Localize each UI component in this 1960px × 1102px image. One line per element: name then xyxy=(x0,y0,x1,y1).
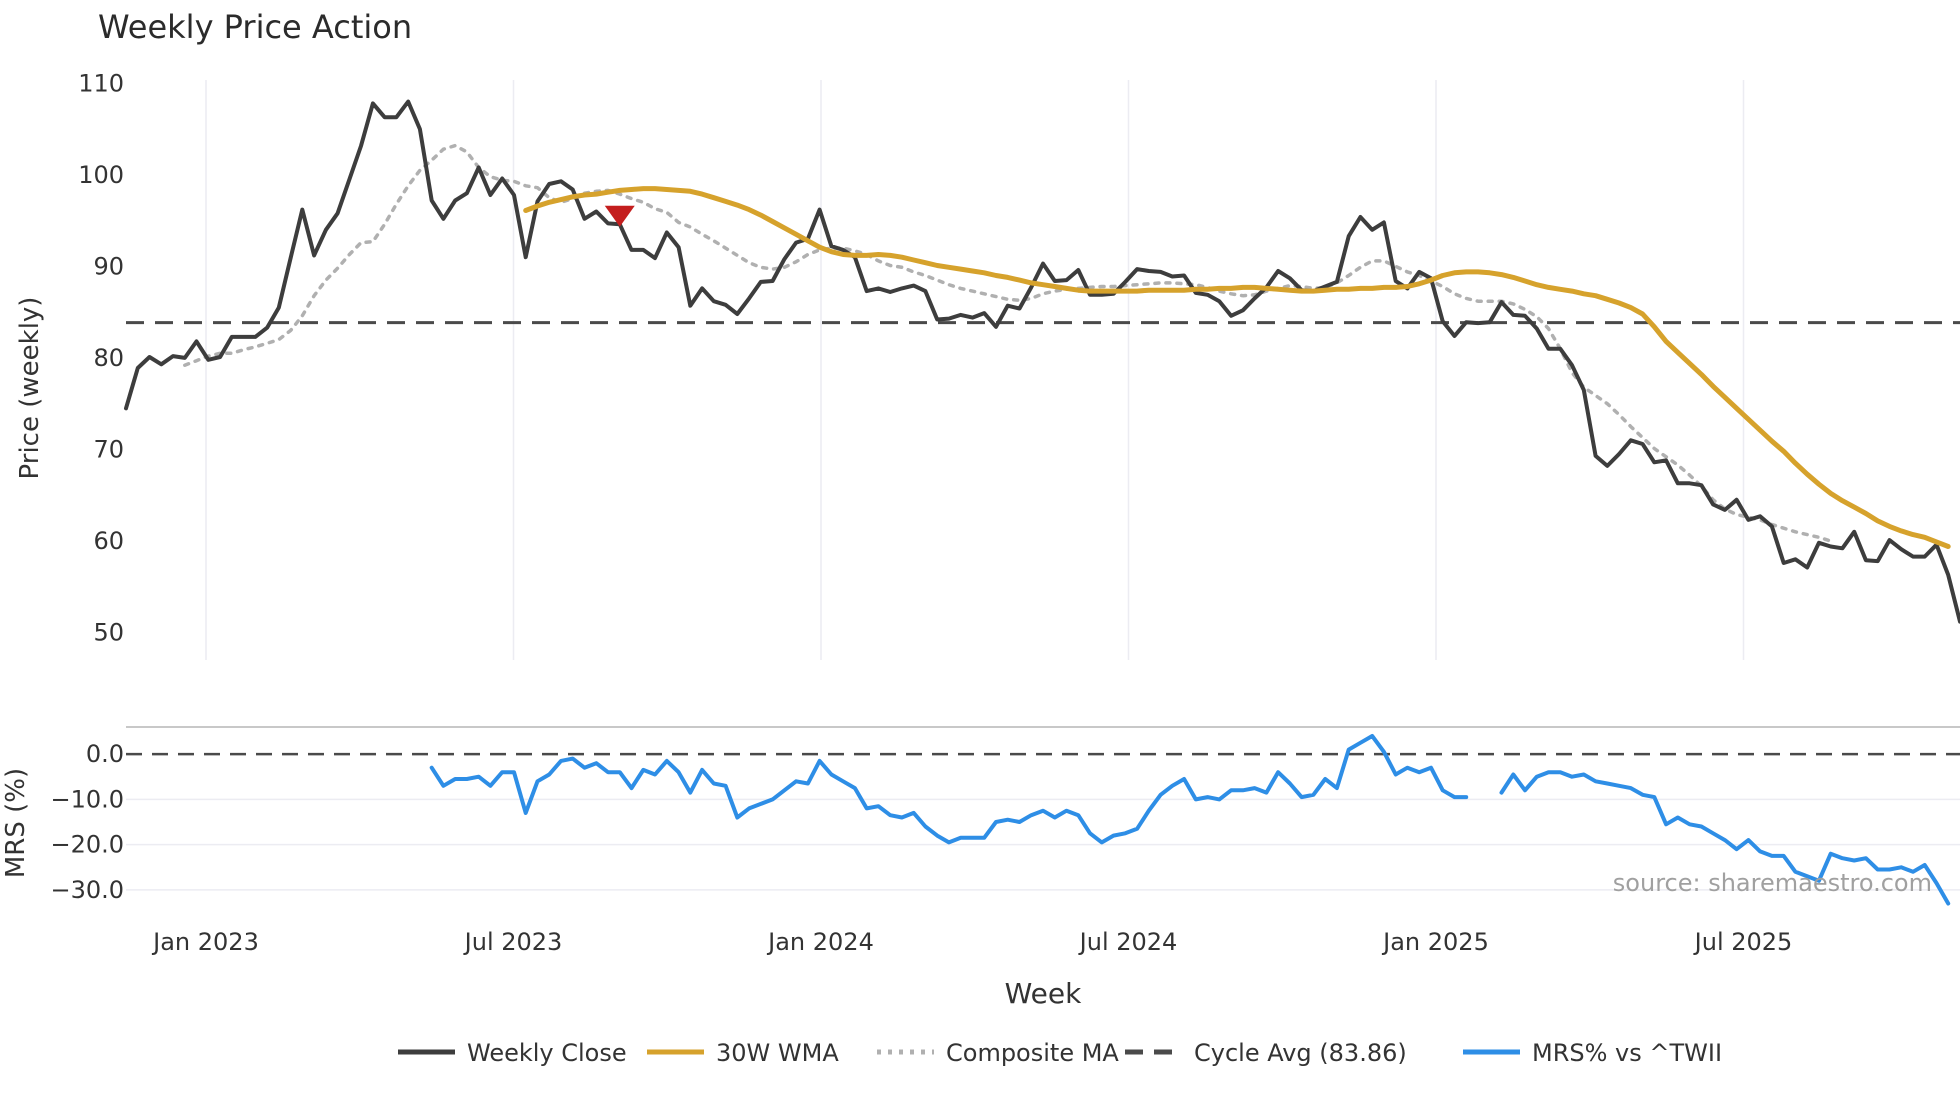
mrs-series-group xyxy=(126,734,1960,906)
x-axis-label: Week xyxy=(1005,977,1082,1010)
series-composite-ma xyxy=(183,143,1833,543)
x-axis-ticks: Jan 2023 Jul 2023 Jan 2024 Jul 2024 Jan 2025… xyxy=(151,928,1792,956)
y-tick-label: 50 xyxy=(93,619,124,647)
legend: Weekly Close 30W WMA Composite MA Cycle Avg… xyxy=(398,1039,1722,1067)
mrs-y-axis-label: MRS (%) xyxy=(1,768,31,878)
x-tick-label: Jan 2024 xyxy=(766,928,874,956)
legend-item[interactable]: Cycle Avg (83.86) xyxy=(1125,1039,1407,1067)
y-tick-label: −10.0 xyxy=(50,785,124,813)
y-tick-label: −30.0 xyxy=(50,876,124,904)
y-tick-label: 80 xyxy=(93,344,124,372)
legend-label: Weekly Close xyxy=(467,1039,627,1067)
series-weekly-close xyxy=(124,99,1960,624)
series-30w-wma xyxy=(523,186,1951,549)
y-tick-label: 70 xyxy=(93,435,124,463)
y-tick-label: 90 xyxy=(93,252,124,280)
legend-label: 30W WMA xyxy=(716,1039,839,1067)
chart-title: Weekly Price Action xyxy=(98,8,412,46)
series-mrs-vs-twii xyxy=(429,734,1951,906)
price-series-group xyxy=(124,99,1960,624)
legend-item[interactable]: Weekly Close xyxy=(398,1039,627,1067)
x-tick-label: Jan 2025 xyxy=(1381,928,1489,956)
legend-label: Cycle Avg (83.86) xyxy=(1194,1039,1407,1067)
x-tick-label: Jul 2025 xyxy=(1693,928,1793,956)
legend-item[interactable]: 30W WMA xyxy=(647,1039,839,1067)
x-tick-label: Jan 2023 xyxy=(151,928,259,956)
y-tick-label: 110 xyxy=(78,69,124,97)
price-y-axis-label: Price (weekly) xyxy=(15,297,45,480)
legend-label: MRS% vs ^TWII xyxy=(1532,1039,1722,1067)
price-panel-gridlines xyxy=(205,80,1745,660)
legend-item[interactable]: MRS% vs ^TWII xyxy=(1463,1039,1722,1067)
y-tick-label: 60 xyxy=(93,527,124,555)
source-annotation: source: sharemaestro.com xyxy=(1613,869,1932,897)
x-tick-label: Jul 2023 xyxy=(463,928,563,956)
y-tick-label: −20.0 xyxy=(50,831,124,859)
price-y-axis-ticks: 110 100 90 80 70 60 50 xyxy=(78,69,124,646)
y-tick-label: 100 xyxy=(78,161,124,189)
legend-item[interactable]: Composite MA xyxy=(877,1039,1119,1067)
sell-marker xyxy=(604,205,635,227)
x-tick-label: Jul 2024 xyxy=(1078,928,1178,956)
y-tick-label: 0.0 xyxy=(86,740,124,768)
legend-label: Composite MA xyxy=(946,1039,1119,1067)
mrs-y-axis-ticks: 0.0 −10.0 −20.0 −30.0 xyxy=(50,740,124,904)
